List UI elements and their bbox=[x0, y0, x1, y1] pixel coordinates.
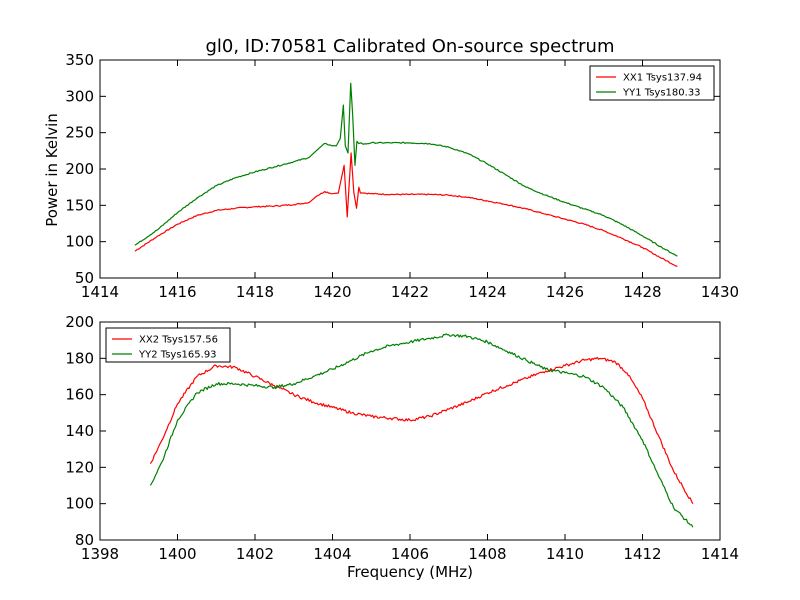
top-x-tick-label: 1426 bbox=[546, 283, 584, 301]
bottom-y-tick-label: 200 bbox=[65, 313, 94, 331]
bottom-x-tick-label: 1398 bbox=[81, 545, 119, 563]
bottom-y-tick-label: 180 bbox=[65, 349, 94, 367]
top-y-tick-label: 300 bbox=[65, 87, 94, 105]
bottom-y-tick-label: 140 bbox=[65, 422, 94, 440]
top-x-tick-label: 1430 bbox=[701, 283, 739, 301]
top-x-tick-label: 1422 bbox=[391, 283, 429, 301]
top-y-tick-label: 100 bbox=[65, 233, 94, 251]
top-y-tick-label: 350 bbox=[65, 51, 94, 69]
bottom-x-tick-label: 1402 bbox=[236, 545, 274, 563]
bottom-x-tick-label: 1414 bbox=[701, 545, 739, 563]
bottom-spectrum-panel: 1398 1400 1402 1404 1406 1408 1410 1412 1414 80 10… bbox=[65, 313, 739, 563]
top-legend-label-2: YY1 Tsys180.33 bbox=[622, 88, 701, 99]
bottom-y-tick-label: 160 bbox=[65, 386, 94, 404]
top-x-tick-label: 1416 bbox=[158, 283, 196, 301]
bottom-series-line-2 bbox=[149, 333, 694, 528]
bottom-x-tick-label: 1408 bbox=[468, 545, 506, 563]
top-legend-box bbox=[589, 65, 715, 101]
bottom-x-tick-label: 1412 bbox=[623, 545, 661, 563]
top-x-tick-label: 1418 bbox=[236, 283, 274, 301]
bottom-legend: XX2 Tsys157.56 YY2 Tsys165.93 bbox=[105, 327, 231, 363]
top-x-tick-label: 1414 bbox=[81, 283, 119, 301]
bottom-x-tick-label: 1404 bbox=[313, 545, 351, 563]
bottom-x-tick-label: 1400 bbox=[158, 545, 196, 563]
bottom-series-line-1 bbox=[149, 356, 694, 504]
top-x-tick-label: 1420 bbox=[313, 283, 351, 301]
top-series-line-2 bbox=[134, 82, 678, 257]
top-legend: XX1 Tsys137.94 YY1 Tsys180.33 bbox=[589, 65, 715, 101]
top-y-tick-label: 50 bbox=[75, 269, 94, 287]
top-y-tick-label: 150 bbox=[65, 196, 94, 214]
bottom-y-tick-label: 120 bbox=[65, 458, 94, 476]
y-axis-label: Power in Kelvin bbox=[43, 113, 61, 227]
top-spectrum-panel: 1414 1416 1418 1420 1422 1424 1426 1428 1430 50 10… bbox=[65, 51, 739, 301]
top-series-line-1 bbox=[134, 152, 678, 267]
bottom-x-tick-label: 1410 bbox=[546, 545, 584, 563]
x-axis-label: Frequency (MHz) bbox=[347, 563, 473, 581]
bottom-legend-label-2: YY2 Tsys165.93 bbox=[138, 350, 217, 361]
bottom-legend-box bbox=[105, 327, 231, 363]
bottom-legend-label-1: XX2 Tsys157.56 bbox=[139, 335, 218, 346]
top-y-tick-label: 250 bbox=[65, 124, 94, 142]
bottom-y-tick-label: 80 bbox=[75, 531, 94, 549]
top-x-tick-label: 1428 bbox=[623, 283, 661, 301]
top-legend-label-1: XX1 Tsys137.94 bbox=[623, 73, 702, 84]
top-y-tick-label: 200 bbox=[65, 160, 94, 178]
bottom-y-tick-label: 100 bbox=[65, 495, 94, 513]
bottom-x-tick-label: 1406 bbox=[391, 545, 429, 563]
figure-title: gl0, ID:70581 Calibrated On-source spect… bbox=[205, 36, 614, 57]
top-x-tick-label: 1424 bbox=[468, 283, 506, 301]
